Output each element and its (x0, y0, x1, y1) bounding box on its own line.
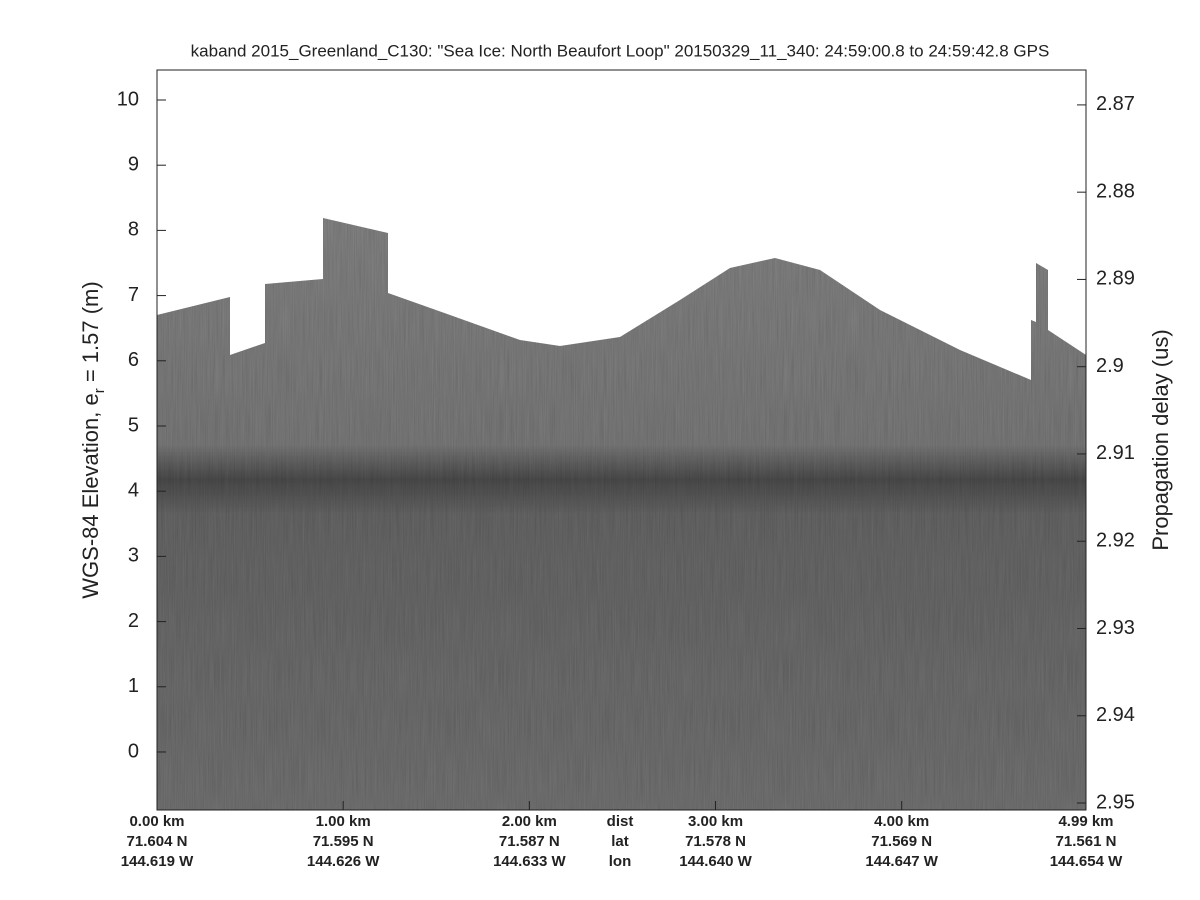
y-tick-label: 9 (128, 153, 139, 175)
x-tick-lat: 71.578 N (685, 833, 746, 850)
x-tick-label: 4.99 km (1058, 813, 1113, 830)
x-row-label: dist (607, 813, 634, 830)
y-tick-label: 7 (128, 284, 139, 306)
y-axis-label-sub: r (91, 388, 108, 393)
y-tick-label: 0 (128, 740, 139, 762)
y-tick-label: 4 (128, 479, 139, 501)
x-tick-lon: 144.619 W (121, 853, 194, 870)
x-tick-label: 2.00 km (502, 813, 557, 830)
y-axis-label: WGS-84 Elevation, er = 1.57 (m) (78, 281, 108, 598)
y-axis-label-part: = 1.57 (m) (78, 281, 103, 388)
x-tick-label: 4.00 km (874, 813, 929, 830)
y-tick-label: 8 (128, 219, 139, 241)
y-tick-label: 10 (117, 88, 139, 110)
x-tick-label: 1.00 km (316, 813, 371, 830)
x-tick-lat: 71.587 N (499, 833, 560, 850)
y2-axis-label: Propagation delay (us) (1148, 329, 1173, 550)
y2-tick-label: 2.93 (1096, 617, 1135, 639)
y2-tick-label: 2.94 (1096, 704, 1135, 726)
x-tick-lon: 144.647 W (865, 853, 938, 870)
y2-tick-label: 2.87 (1096, 93, 1135, 115)
chart-title: kaband 2015_Greenland_C130: "Sea Ice: No… (191, 41, 1050, 60)
axes-box (156, 69, 1087, 811)
x-tick-lat: 71.561 N (1056, 833, 1117, 850)
y-tick-label: 5 (128, 414, 139, 436)
x-tick-lon: 144.640 W (679, 853, 752, 870)
y2-tick-label: 2.89 (1096, 268, 1135, 290)
x-row-label: lon (609, 853, 632, 870)
y-axis-label-part: WGS-84 Elevation, e (78, 393, 103, 598)
x-tick-lon: 144.633 W (493, 853, 566, 870)
y-tick-label: 2 (128, 610, 139, 632)
x-tick-lon: 144.654 W (1050, 853, 1123, 870)
x-tick-lat: 71.569 N (871, 833, 932, 850)
x-tick-lon: 144.626 W (307, 853, 380, 870)
x-tick-label: 3.00 km (688, 813, 743, 830)
y2-tick-label: 2.91 (1096, 442, 1135, 464)
x-row-label: lat (611, 833, 629, 850)
y2-tick-label: 2.88 (1096, 180, 1135, 202)
y2-tick-label: 2.9 (1096, 355, 1124, 377)
x-tick-lat: 71.604 N (127, 833, 188, 850)
y2-tick-label: 2.95 (1096, 791, 1135, 813)
y-tick-label: 6 (128, 349, 139, 371)
x-tick-lat: 71.595 N (313, 833, 374, 850)
y-tick-label: 1 (128, 675, 139, 697)
x-tick-label: 0.00 km (129, 813, 184, 830)
y2-tick-label: 2.92 (1096, 530, 1135, 552)
radar-echogram (157, 218, 1086, 810)
y-tick-label: 3 (128, 545, 139, 567)
